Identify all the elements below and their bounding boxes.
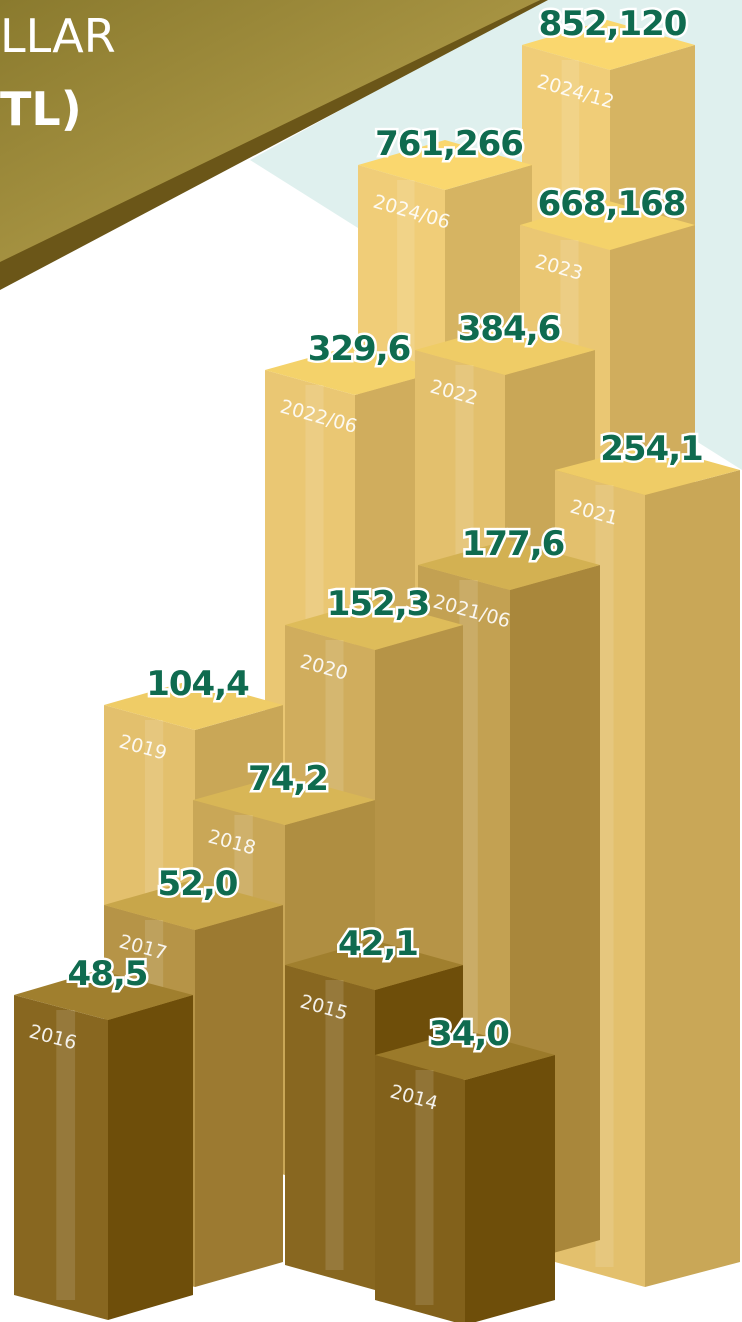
bar-right-face	[645, 470, 740, 1287]
value-label: 152,3	[327, 584, 430, 624]
title-line: LLAR	[0, 9, 116, 63]
value-label: 42,1	[338, 924, 418, 964]
value-label: 177,6	[462, 524, 565, 564]
bar-highlight	[415, 1070, 434, 1305]
bar-highlight	[325, 980, 344, 1270]
bar-top-face	[285, 940, 463, 990]
value-label: 34,0	[429, 1014, 509, 1054]
bar-top-face	[193, 775, 375, 825]
bar-left-face	[375, 1055, 465, 1322]
bar-top-face	[285, 600, 463, 650]
bar-top-face	[265, 345, 445, 395]
bar-top-face	[522, 20, 695, 70]
value-label: 761,266	[375, 124, 523, 164]
bar-right-face	[195, 905, 283, 1287]
bar-highlight	[56, 1010, 76, 1300]
bar-top-face	[14, 970, 193, 1020]
value-label: 48,5	[68, 954, 148, 994]
value-label: 668,168	[538, 184, 686, 224]
value-label: 384,6	[458, 309, 561, 349]
title-line: TL)	[0, 82, 82, 136]
value-label: 329,6	[308, 329, 411, 369]
value-label: 254,1	[600, 429, 703, 469]
bar-top-face	[520, 200, 695, 250]
bar-top-face	[104, 880, 283, 930]
bar-top-face	[375, 1030, 555, 1080]
bar-top-face	[555, 445, 740, 495]
bar-right-face	[108, 995, 193, 1320]
value-label: 52,0	[158, 864, 238, 904]
bar-left-face	[14, 995, 108, 1320]
bar-top-face	[415, 325, 595, 375]
bar-right-face	[465, 1055, 555, 1322]
bar-top-face	[418, 540, 600, 590]
value-label: 104,4	[146, 664, 249, 704]
bar-top-face	[358, 140, 532, 190]
banner-edge	[0, 0, 548, 290]
bar-left-face	[285, 965, 375, 1290]
value-label: 74,2	[248, 759, 328, 799]
value-label: 852,120	[539, 4, 687, 44]
bar-top-face	[104, 680, 283, 730]
